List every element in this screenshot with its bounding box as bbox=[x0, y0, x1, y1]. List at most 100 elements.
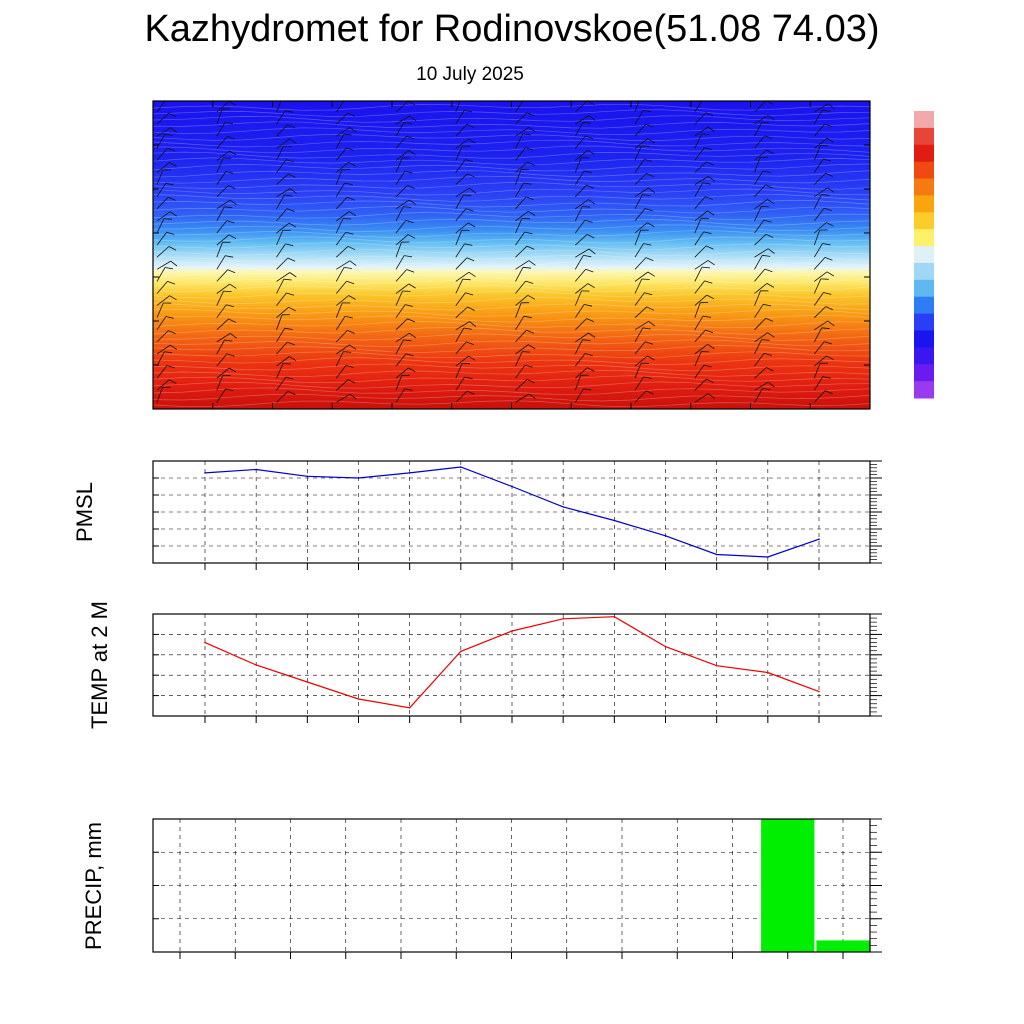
wind-barb-flag bbox=[468, 271, 476, 278]
wind-barb bbox=[455, 292, 466, 306]
wind-barb bbox=[455, 124, 467, 137]
precip-bar bbox=[816, 940, 870, 952]
wind-barb bbox=[395, 101, 409, 113]
wind-barb-flag bbox=[284, 194, 293, 197]
wind-barb bbox=[276, 314, 283, 330]
wind-barb-flag bbox=[166, 365, 175, 369]
isotherm-line bbox=[153, 236, 870, 244]
wind-barb-flag bbox=[588, 199, 596, 205]
wind-barb-flag bbox=[289, 138, 297, 144]
colorbar-swatch bbox=[914, 144, 934, 163]
wind-barb bbox=[216, 185, 229, 197]
wind-barb bbox=[574, 135, 586, 149]
wind-barb-flag bbox=[165, 316, 174, 319]
wind-barb-flag bbox=[170, 344, 178, 350]
wind-barb-flag bbox=[645, 123, 654, 128]
wind-barb-flag bbox=[526, 112, 535, 117]
wind-barb bbox=[216, 108, 223, 125]
wind-barb bbox=[874, 379, 885, 390]
wind-barb-flag bbox=[583, 170, 592, 174]
wind-barb bbox=[216, 122, 226, 137]
wind-barb-flag bbox=[703, 231, 712, 234]
wind-barb-flag bbox=[648, 320, 656, 327]
wind-barb bbox=[694, 364, 705, 379]
wind-barb bbox=[216, 367, 230, 379]
wind-barb-flag bbox=[226, 353, 235, 357]
wind-barb-flag bbox=[707, 260, 715, 266]
wind-barb bbox=[216, 388, 226, 403]
wind-barb bbox=[813, 341, 825, 355]
wind-barb-flag bbox=[823, 207, 832, 211]
wind-barb bbox=[634, 292, 645, 306]
wind-barb-flag bbox=[886, 162, 893, 166]
wind-barb-flag bbox=[821, 194, 830, 196]
wind-barb bbox=[515, 260, 530, 270]
wind-barb bbox=[335, 218, 344, 234]
wind-barb bbox=[336, 330, 348, 343]
wind-barb bbox=[216, 171, 227, 185]
wind-barb bbox=[216, 333, 231, 343]
wind-barb bbox=[515, 267, 524, 282]
wind-barb-flag bbox=[164, 267, 173, 270]
wind-barb-flag bbox=[523, 182, 532, 185]
temp-point bbox=[460, 650, 462, 653]
wind-barb-flag bbox=[226, 220, 235, 224]
wind-barb bbox=[395, 220, 407, 234]
wind-barb-flag bbox=[407, 185, 415, 189]
wind-barb bbox=[515, 351, 523, 367]
wind-barb bbox=[216, 255, 226, 270]
wind-barb-flag bbox=[408, 367, 416, 373]
wind-barb-flag bbox=[407, 101, 416, 106]
wind-barb-flag bbox=[761, 206, 770, 208]
wind-barb bbox=[754, 248, 769, 258]
wind-barb-flag bbox=[886, 211, 893, 215]
wind-barb-flag bbox=[643, 243, 652, 246]
wind-barb-flag bbox=[408, 283, 416, 289]
wind-barb bbox=[395, 185, 408, 197]
wind-barb-flag bbox=[525, 147, 534, 151]
wind-barb-flag bbox=[289, 188, 297, 194]
wind-barb bbox=[156, 147, 168, 161]
wind-barb-flag bbox=[887, 127, 894, 131]
wind-barb-flag bbox=[286, 208, 295, 212]
wind-barb-flag bbox=[522, 133, 531, 136]
wind-barb bbox=[874, 98, 883, 112]
wind-barb bbox=[574, 219, 586, 234]
wind-barb bbox=[395, 199, 410, 210]
wind-barb bbox=[455, 208, 467, 222]
wind-barb-flag bbox=[287, 257, 296, 262]
wind-barb bbox=[515, 101, 524, 113]
isotherm-line bbox=[153, 151, 870, 159]
wind-barb bbox=[276, 257, 289, 270]
wind-barb-flag bbox=[708, 176, 716, 182]
wind-barb-flag bbox=[884, 197, 892, 200]
pmsl-point bbox=[715, 553, 718, 556]
wind-barb bbox=[634, 390, 647, 403]
wind-barb bbox=[814, 257, 826, 270]
wind-barb-flag bbox=[167, 281, 176, 285]
wind-barb-flag bbox=[587, 283, 595, 289]
wind-barb-flag bbox=[344, 316, 353, 319]
wind-barb bbox=[575, 234, 588, 246]
wind-barb-flag bbox=[462, 145, 471, 147]
wind-barb bbox=[634, 173, 647, 185]
temp-point bbox=[562, 618, 564, 620]
wind-barb bbox=[395, 234, 409, 246]
wind-barb bbox=[634, 138, 649, 149]
colorbar-swatch bbox=[914, 178, 934, 196]
wind-barb bbox=[694, 393, 709, 403]
wind-barb bbox=[276, 145, 284, 161]
wind-barb bbox=[335, 147, 347, 161]
wind-barb bbox=[336, 196, 348, 210]
wind-barb bbox=[216, 157, 224, 173]
isotherm-line bbox=[153, 109, 870, 117]
wind-barb-flag bbox=[706, 378, 714, 383]
wind-barb-flag bbox=[586, 184, 594, 189]
wind-barb bbox=[335, 267, 345, 282]
wind-barb bbox=[336, 127, 350, 137]
wind-barb bbox=[694, 294, 708, 306]
wind-barb-flag bbox=[228, 101, 237, 106]
wind-barb bbox=[634, 187, 649, 198]
wind-barb bbox=[395, 290, 403, 306]
wind-barb bbox=[276, 230, 284, 246]
